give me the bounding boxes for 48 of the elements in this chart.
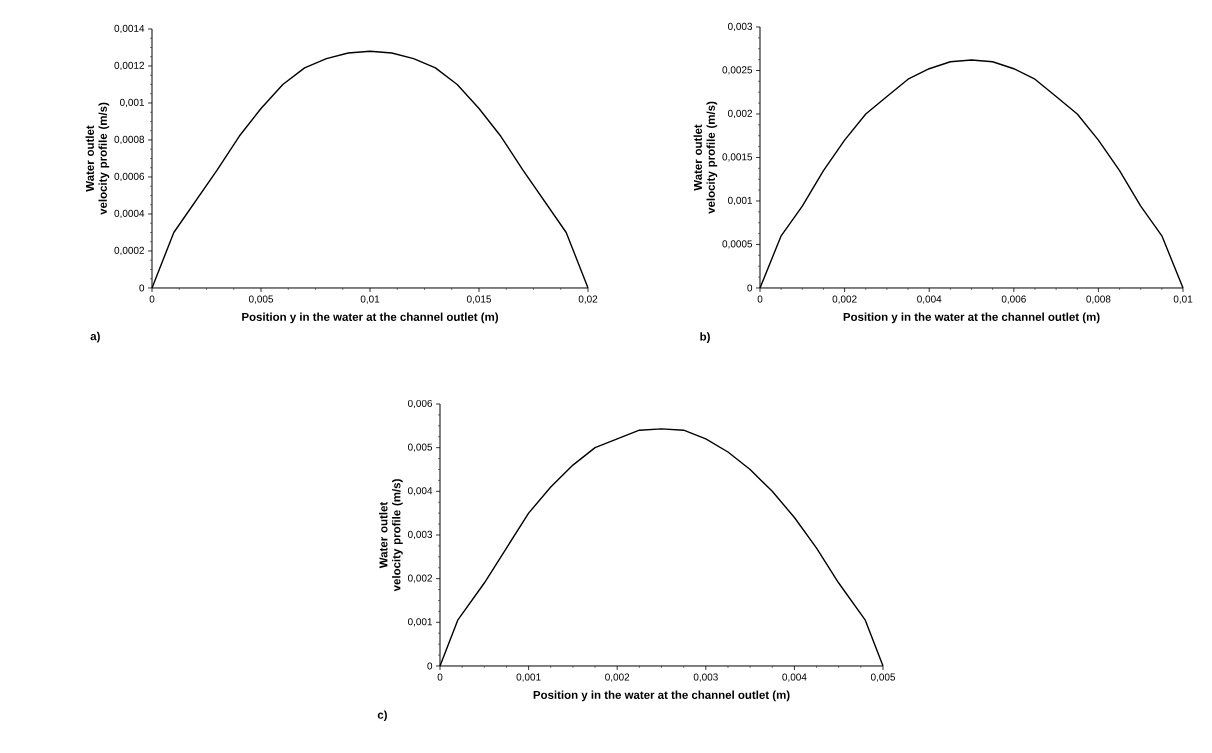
y-tick-label: 0,0025 (722, 66, 753, 75)
y-tick-label: 0,003 (407, 530, 433, 540)
text: b) (700, 332, 710, 343)
y-tick-label: 0,006 (407, 399, 433, 409)
y-tick-label: 0 (139, 284, 145, 292)
x-tick-label: 0,01 (360, 295, 380, 304)
y-tick-label: 0,005 (407, 443, 433, 452)
y-tick-label: 0,0008 (114, 135, 145, 145)
y-axis-title: Water outlet velocity profile (m/s) (85, 102, 110, 215)
y-tick-label: 0,004 (407, 487, 433, 496)
y-tick-label: 0,0014 (114, 24, 145, 34)
y-tick-label: 0,001 (407, 618, 433, 627)
y-axis-title: Water outlet velocity profile (m/s) (379, 479, 403, 592)
y-tick-label: 0,0015 (722, 153, 753, 162)
x-tick-label: 0 (757, 295, 763, 303)
y-tick-label: 0,0005 (722, 240, 753, 249)
text: a) (90, 331, 100, 343)
x-tick-label: 0,004 (917, 295, 942, 304)
x-tick-label: 0,015 (466, 295, 492, 304)
x-tick-label: 0 (149, 295, 155, 303)
y-tick-label: 0,001 (119, 98, 145, 108)
x-tick-label: 0,02 (578, 295, 598, 304)
y-tick-label: 0,0002 (114, 246, 144, 256)
x-axis-title: Position y in the water at the channel outlet (m) (242, 312, 499, 324)
text: c) (377, 710, 387, 722)
x-tick-label: 0 (437, 673, 443, 681)
x-tick-label: 0,006 (1001, 295, 1026, 304)
x-tick-label: 0,005 (248, 295, 274, 304)
x-tick-label: 0,002 (832, 295, 857, 304)
y-tick-label: 0,0012 (114, 61, 144, 71)
x-tick-label: 0,001 (516, 673, 541, 682)
y-tick-label: 0,003 (727, 22, 753, 32)
x-tick-label: 0,004 (782, 673, 807, 682)
y-tick-label: 0 (747, 284, 753, 292)
y-axis-title: Water outlet velocity profile (m/s) (693, 101, 718, 214)
x-tick-label: 0,008 (1086, 295, 1111, 304)
x-tick-label: 0,005 (870, 673, 896, 682)
x-tick-label: 0,003 (693, 673, 718, 682)
y-tick-label: 0 (427, 662, 433, 670)
x-axis-title: Position y in the water at the channel outlet (m) (533, 690, 790, 702)
x-tick-label: 0,01 (1173, 295, 1193, 304)
y-tick-label: 0,0006 (114, 172, 145, 182)
x-axis-title: Position y in the water at the channel outlet (m) (843, 312, 1100, 324)
y-tick-label: 0,001 (727, 196, 753, 206)
y-tick-label: 0,002 (407, 574, 433, 583)
x-tick-label: 0,002 (605, 673, 630, 682)
y-tick-label: 0,0004 (114, 209, 145, 219)
y-tick-label: 0,002 (727, 109, 753, 119)
